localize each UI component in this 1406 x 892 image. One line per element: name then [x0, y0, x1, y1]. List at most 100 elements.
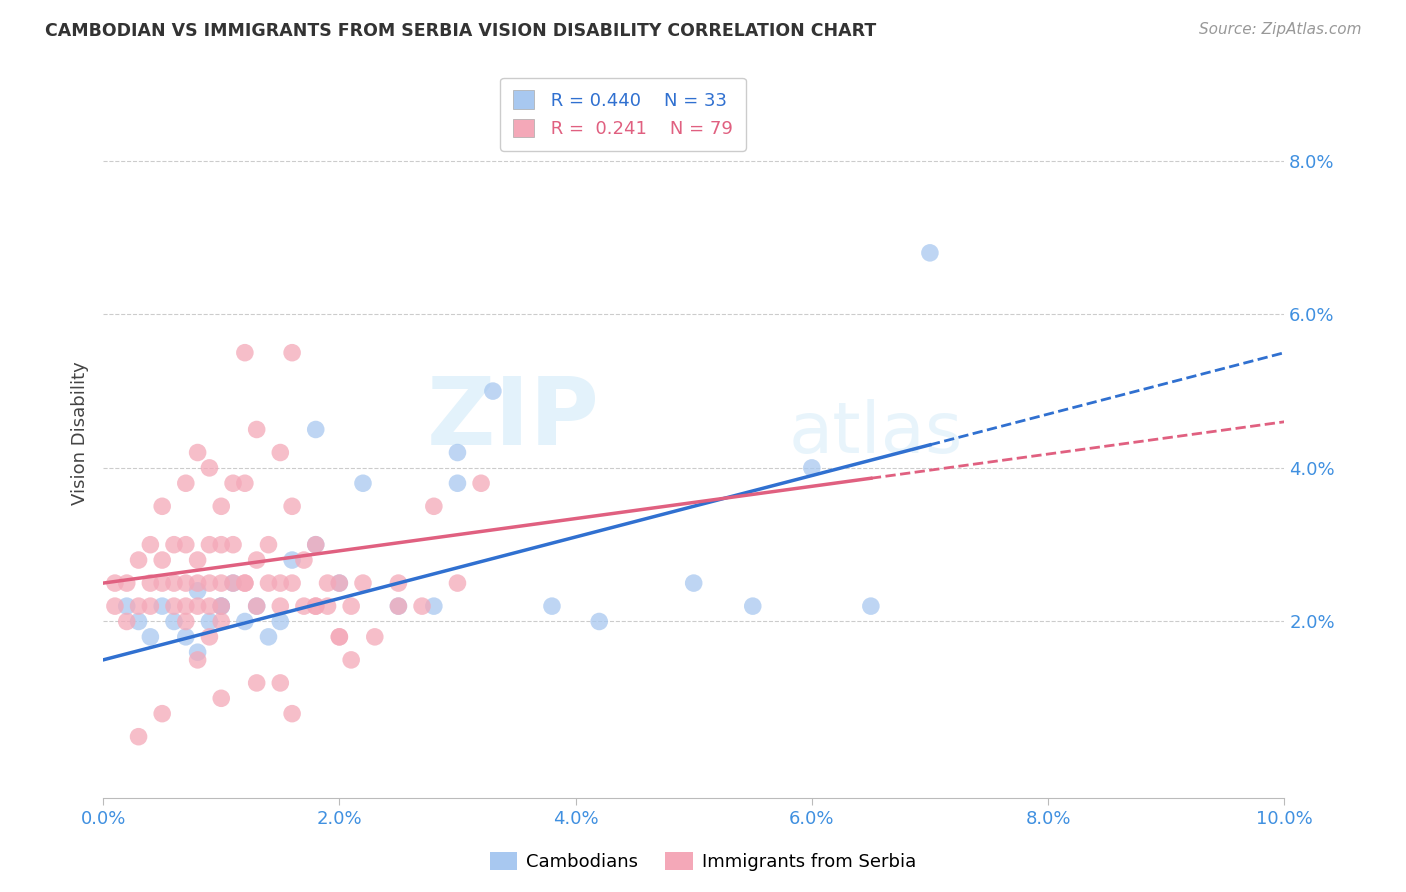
Point [139, 599, 162, 614]
Point [209, 599, 232, 614]
Point [187, 553, 209, 567]
Point [328, 630, 350, 644]
Point [128, 730, 150, 744]
Point [682, 576, 704, 591]
Point [233, 576, 256, 591]
Point [328, 576, 350, 591]
Point [233, 576, 256, 591]
Point [292, 553, 315, 567]
Point [328, 630, 350, 644]
Point [859, 599, 882, 614]
Point [269, 445, 291, 459]
Point [305, 538, 328, 552]
Point [150, 500, 173, 514]
Point [246, 599, 269, 614]
Point [446, 576, 468, 591]
Point [209, 576, 232, 591]
Point [246, 422, 269, 436]
Point [139, 576, 162, 591]
Point [198, 576, 221, 591]
Point [104, 599, 127, 614]
Point [305, 599, 328, 614]
Point [423, 599, 446, 614]
Point [387, 599, 409, 614]
Point [187, 645, 209, 659]
Point [269, 615, 291, 629]
Point [364, 630, 387, 644]
Point [305, 599, 328, 614]
Point [209, 599, 232, 614]
Point [387, 599, 409, 614]
Point [281, 576, 304, 591]
Point [209, 599, 232, 614]
Point [352, 576, 374, 591]
Point [174, 599, 197, 614]
Point [174, 576, 197, 591]
Point [281, 553, 304, 567]
Point [269, 676, 291, 690]
Point [150, 553, 173, 567]
Point [800, 461, 823, 475]
Legend:  R = 0.440    N = 33,  R =  0.241    N = 79: R = 0.440 N = 33, R = 0.241 N = 79 [501, 78, 745, 151]
Point [340, 653, 363, 667]
Point [411, 599, 433, 614]
Point [281, 706, 304, 721]
Point [233, 476, 256, 491]
Point [209, 538, 232, 552]
Point [187, 445, 209, 459]
Point [104, 576, 127, 591]
Point [198, 630, 221, 644]
Point [482, 384, 505, 398]
Point [918, 245, 941, 260]
Point [387, 576, 409, 591]
Point [281, 500, 304, 514]
Point [115, 599, 138, 614]
Text: atlas: atlas [789, 399, 963, 467]
Text: Source: ZipAtlas.com: Source: ZipAtlas.com [1198, 22, 1361, 37]
Point [741, 599, 763, 614]
Point [198, 615, 221, 629]
Point [222, 576, 245, 591]
Point [198, 461, 221, 475]
Point [305, 538, 328, 552]
Point [139, 630, 162, 644]
Point [222, 476, 245, 491]
Point [340, 599, 363, 614]
Point [187, 653, 209, 667]
Point [257, 630, 280, 644]
Text: ZIP: ZIP [426, 373, 599, 465]
Point [588, 615, 610, 629]
Point [470, 476, 492, 491]
Point [222, 576, 245, 591]
Point [174, 630, 197, 644]
Point [269, 576, 291, 591]
Point [198, 538, 221, 552]
Point [187, 583, 209, 598]
Point [128, 615, 150, 629]
Point [150, 599, 173, 614]
Point [163, 576, 186, 591]
Point [222, 538, 245, 552]
Point [316, 599, 339, 614]
Point [281, 345, 304, 359]
Point [187, 599, 209, 614]
Point [541, 599, 564, 614]
Point [115, 615, 138, 629]
Point [128, 599, 150, 614]
Point [187, 576, 209, 591]
Point [115, 576, 138, 591]
Point [233, 615, 256, 629]
Point [246, 676, 269, 690]
Point [257, 576, 280, 591]
Point [209, 691, 232, 706]
Point [150, 706, 173, 721]
Point [174, 615, 197, 629]
Point [269, 599, 291, 614]
Point [246, 599, 269, 614]
Point [305, 422, 328, 436]
Point [292, 599, 315, 614]
Point [174, 538, 197, 552]
Point [328, 576, 350, 591]
Point [257, 538, 280, 552]
Point [446, 445, 468, 459]
